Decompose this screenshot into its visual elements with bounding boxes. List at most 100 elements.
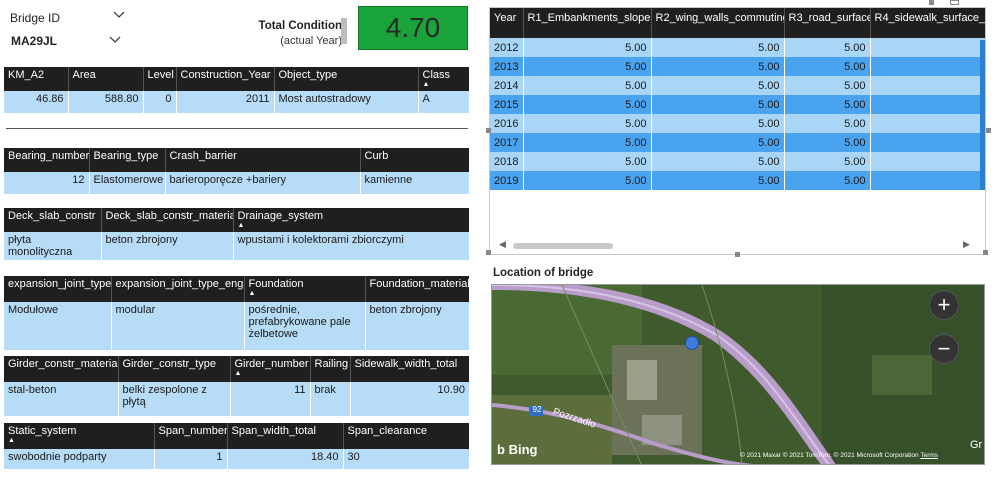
table-cell: 2011 bbox=[176, 91, 275, 113]
table-row[interactable]: 12 Elastomerowe barieroporęcze +bariery … bbox=[4, 172, 469, 194]
column-header[interactable]: Sidewalk_width_total bbox=[350, 356, 469, 382]
table-cell: brak bbox=[310, 382, 351, 416]
year-cell: 2013 bbox=[490, 57, 524, 76]
table-row[interactable]: 2019 5.00 5.00 5.00 bbox=[490, 171, 985, 190]
column-header[interactable]: R2_wing_walls_commuting bbox=[651, 8, 785, 38]
year-cell: 2015 bbox=[490, 95, 524, 114]
table-cell: 5.00 bbox=[523, 38, 652, 57]
table-cell: 11 bbox=[230, 382, 311, 416]
table-cell: 5.00 bbox=[651, 76, 785, 95]
focus-mode-icon[interactable] bbox=[950, 0, 959, 5]
table-cell: 0 bbox=[143, 91, 177, 113]
table-row[interactable]: 2016 5.00 5.00 5.00 bbox=[490, 114, 985, 133]
column-header[interactable]: Level bbox=[143, 67, 177, 91]
column-header[interactable]: Bearing_type bbox=[89, 148, 166, 172]
column-header[interactable]: KM_A2 bbox=[4, 67, 69, 91]
table-cell: 5.00 bbox=[784, 95, 871, 114]
table-cell bbox=[870, 95, 985, 114]
column-header[interactable]: Span_clearance bbox=[343, 423, 469, 449]
table-cell: swobodnie podparty bbox=[4, 449, 155, 469]
column-header[interactable]: expansion_joint_type_engl bbox=[111, 276, 245, 302]
column-header-label: Class bbox=[422, 69, 451, 81]
table-cell: 5.00 bbox=[784, 133, 871, 152]
table-cell: modular bbox=[111, 302, 245, 350]
table-cell: 46.86 bbox=[4, 91, 69, 113]
chevron-down-icon[interactable] bbox=[109, 35, 121, 47]
table-cell: pośrednie, prefabrykowane pale żelbetowe bbox=[244, 302, 366, 350]
year-cell: 2019 bbox=[490, 171, 524, 190]
column-header[interactable]: expansion_joint_type bbox=[4, 276, 112, 302]
table-row[interactable]: stal-beton belki zespolone z płytą 11 br… bbox=[4, 382, 469, 416]
bridge-location-map[interactable]: 92 Pozrzadło Gr + − bbox=[491, 284, 985, 465]
bridge-id-label: Bridge ID bbox=[10, 11, 61, 25]
vertical-scrollbar[interactable] bbox=[980, 40, 985, 190]
sort-ascending-icon: ▲ bbox=[248, 290, 256, 297]
column-header[interactable]: Deck_slab_constr bbox=[4, 208, 102, 232]
column-header-sorted[interactable]: Static_system ▲ bbox=[4, 423, 155, 449]
column-header[interactable]: R3_road_surface bbox=[784, 8, 871, 38]
table-row[interactable]: 46.86 588.80 0 2011 Most autostradowy A bbox=[4, 91, 469, 113]
bridge-location-marker[interactable] bbox=[685, 336, 699, 350]
column-header[interactable]: Bearing_number bbox=[4, 148, 90, 172]
column-header[interactable]: Object_type bbox=[274, 67, 419, 91]
sort-ascending-icon: ▲ bbox=[237, 222, 245, 229]
table-cell: 12 bbox=[4, 172, 90, 194]
table-cell: 5.00 bbox=[523, 114, 652, 133]
column-header-sorted[interactable]: Class ▲ bbox=[418, 67, 469, 91]
terms-link[interactable]: Terms bbox=[920, 452, 939, 459]
table-row[interactable]: 2017 5.00 5.00 5.00 bbox=[490, 133, 985, 152]
table-row[interactable]: Modułowe modular pośrednie, prefabrykowa… bbox=[4, 302, 469, 350]
column-header-sorted[interactable]: Girder_number ▲ bbox=[230, 356, 311, 382]
column-header[interactable]: Construction_Year bbox=[176, 67, 275, 91]
table-row[interactable]: płyta monolityczna beton zbrojony wpusta… bbox=[4, 232, 469, 260]
column-header[interactable]: Area bbox=[68, 67, 144, 91]
chevron-down-icon[interactable] bbox=[113, 10, 125, 22]
table-cell: 5.00 bbox=[784, 114, 871, 133]
table-cell: 5.00 bbox=[784, 38, 871, 57]
column-header-sorted[interactable]: Drainage_system ▲ bbox=[233, 208, 469, 232]
table-cell bbox=[870, 114, 985, 133]
column-header[interactable]: Span_width_total bbox=[227, 423, 344, 449]
column-header[interactable]: Girder_constr_material bbox=[4, 356, 119, 382]
column-header[interactable]: Deck_slab_constr_material bbox=[101, 208, 234, 232]
column-header-label: Drainage_system bbox=[237, 210, 324, 222]
table-row[interactable]: 2012 5.00 5.00 5.00 bbox=[490, 38, 985, 57]
resize-handle[interactable] bbox=[486, 128, 491, 133]
section-divider bbox=[6, 128, 468, 129]
table-row[interactable]: swobodnie podparty 1 18.40 30 bbox=[4, 449, 469, 469]
zoom-in-button[interactable]: + bbox=[929, 290, 959, 320]
table-cell: 5.00 bbox=[651, 152, 785, 171]
resize-handle[interactable] bbox=[986, 128, 991, 133]
column-header[interactable]: R4_sidewalk_surface_cu bbox=[870, 8, 985, 38]
table-cell: płyta monolityczna bbox=[4, 232, 102, 260]
bridge-id-value[interactable]: MA29JL bbox=[11, 34, 58, 48]
column-header[interactable]: Curb bbox=[360, 148, 469, 172]
table-row[interactable]: 2018 5.00 5.00 5.00 bbox=[490, 152, 985, 171]
column-header-sorted[interactable]: Foundation ▲ bbox=[244, 276, 366, 302]
column-header[interactable]: Foundation_material bbox=[365, 276, 469, 302]
column-header[interactable]: Railing bbox=[310, 356, 351, 382]
scroll-right-icon[interactable]: ▶ bbox=[963, 239, 970, 249]
copyright-text: © 2021 Maxar © 2021 TomTom, © 2021 Micro… bbox=[740, 452, 919, 459]
table-row[interactable]: 2013 5.00 5.00 5.00 bbox=[490, 57, 985, 76]
table-cell bbox=[870, 76, 985, 95]
column-header[interactable]: Girder_constr_type bbox=[118, 356, 231, 382]
resize-handle[interactable] bbox=[929, 0, 934, 5]
table-cell: 30 bbox=[343, 449, 469, 469]
resize-handle[interactable] bbox=[983, 250, 988, 255]
column-header[interactable]: Year bbox=[490, 8, 524, 38]
zoom-out-button[interactable]: − bbox=[929, 334, 959, 364]
column-header[interactable]: R1_Embankments_slopes bbox=[523, 8, 652, 38]
scroll-left-icon[interactable]: ◀ bbox=[499, 239, 506, 249]
table-cell: Most autostradowy bbox=[274, 91, 419, 113]
column-header[interactable]: Span_number bbox=[154, 423, 228, 449]
table-row[interactable]: 2014 5.00 5.00 5.00 bbox=[490, 76, 985, 95]
year-cell: 2014 bbox=[490, 76, 524, 95]
table-cell: 5.00 bbox=[523, 95, 652, 114]
table-row[interactable]: 2015 5.00 5.00 5.00 bbox=[490, 95, 985, 114]
horizontal-scrollbar[interactable] bbox=[513, 243, 613, 249]
resize-handle[interactable] bbox=[735, 252, 740, 257]
column-header[interactable]: Crash_barrier bbox=[165, 148, 361, 172]
map-copyright: © 2021 Maxar © 2021 TomTom, © 2021 Micro… bbox=[740, 452, 938, 459]
resize-handle[interactable] bbox=[486, 250, 491, 255]
